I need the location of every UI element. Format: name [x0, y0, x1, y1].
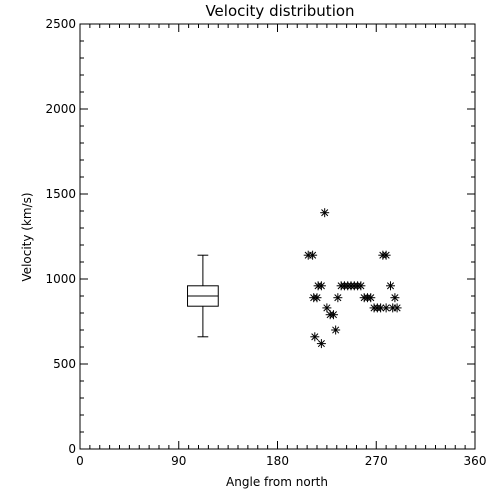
x-tick-label: 360: [464, 454, 487, 468]
y-axis-label: Velocity (km/s): [20, 192, 34, 281]
y-tick-label: 0: [68, 442, 76, 456]
x-axis-label: Angle from north: [226, 475, 328, 489]
boxplot: [187, 254, 219, 338]
x-tick-label: 270: [365, 454, 388, 468]
y-tick-label: 1000: [45, 272, 76, 286]
x-tick-label: 180: [266, 454, 289, 468]
data-point: [376, 303, 386, 313]
data-point: [366, 293, 376, 303]
data-point: [331, 325, 341, 335]
scatter-points: [303, 208, 402, 349]
data-point: [333, 293, 343, 303]
data-point: [356, 281, 366, 291]
data-point: [320, 208, 330, 218]
data-point: [310, 332, 320, 342]
axis-tick-labels: 0 90 180 270 360 0 500 1000 1500 2000 2500: [45, 17, 486, 468]
data-point: [312, 293, 322, 303]
plot-area: [79, 23, 476, 450]
data-point: [316, 281, 326, 291]
y-tick-label: 2500: [45, 17, 76, 31]
chart-title: Velocity distribution: [205, 2, 354, 20]
data-point: [392, 303, 402, 313]
data-point: [316, 339, 326, 349]
data-point: [381, 250, 391, 260]
data-point: [308, 250, 318, 260]
y-tick-label: 1500: [45, 187, 76, 201]
data-point: [390, 293, 400, 303]
y-tick-label: 500: [53, 357, 76, 371]
axis-ticks: [79, 23, 476, 450]
data-point: [328, 310, 338, 320]
data-point: [322, 303, 332, 313]
x-tick-label: 0: [76, 454, 84, 468]
y-tick-label: 2000: [45, 102, 76, 116]
x-tick-label: 90: [171, 454, 186, 468]
data-point: [386, 281, 396, 291]
